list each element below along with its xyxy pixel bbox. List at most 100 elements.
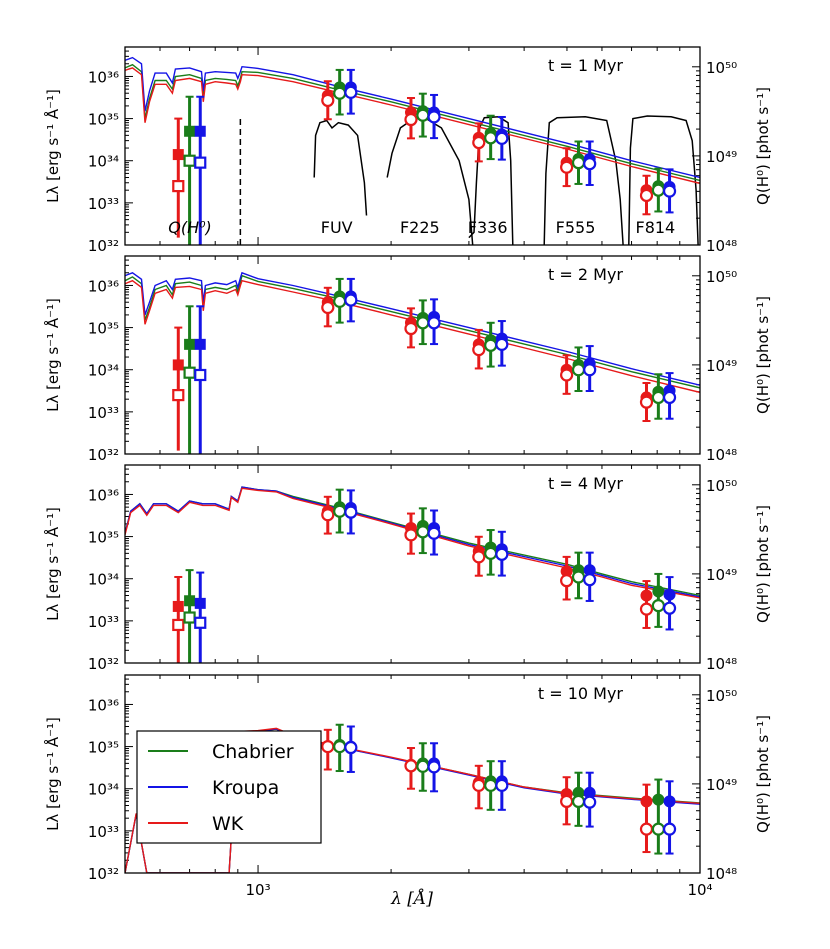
phot-point-filled-wk [640,795,653,808]
phot-point-open-kroupa [495,131,509,145]
legend-label-kroupa: Kroupa [212,777,279,799]
phot-point-open-kroupa [583,157,597,171]
phot-point-open-kroupa [344,293,358,307]
phot-point-open-kroupa [427,316,441,330]
phot-point-open-chabrier [651,599,665,613]
spectrum-wk [125,67,700,185]
q-tick-label: 10⁴⁹ [706,776,737,794]
q-marker-filled-chabrier [184,125,196,137]
phot-point-open-chabrier [333,739,347,754]
q-label: Q(H⁰) [168,218,212,237]
phot-point-open-kroupa [662,390,677,405]
q-tick-label: 10⁴⁹ [706,566,737,584]
phot-point-filled-chabrier [652,585,665,598]
q-marker-filled-wk [172,359,184,371]
plot-area [125,465,700,663]
panel-title: t = 2 Myr [548,265,623,284]
y-tick-label: 10³⁴ [88,153,119,171]
phot-point-open-wk [560,368,574,382]
phot-point-open-chabrier [571,363,586,377]
phot-point-open-kroupa [583,363,597,377]
phot-point-open-wk [639,602,654,616]
phot-point-open-kroupa [427,110,441,124]
phot-point-open-kroupa [583,795,597,809]
panel-frame [124,255,701,455]
filter-curve-f555 [543,116,624,245]
y-axis-label: Lλ [erg s⁻¹ Å⁻¹] [43,717,62,831]
q-tick-label: 10⁴⁹ [706,357,737,375]
filter-label-f225: F225 [400,218,440,237]
q-marker-open-kroupa [194,368,207,382]
phot-point-open-chabrier [416,759,430,773]
q-axis-label: Q(H⁰) [phot s⁻¹] [754,87,772,205]
phot-point-open-chabrier [416,525,430,539]
phot-point-open-kroupa [344,740,358,755]
filter-curve-fuv [313,119,368,216]
phot-point-open-chabrier [571,156,586,170]
y-tick-label: 10³² [88,655,119,673]
plot-area [125,256,700,454]
phot-point-open-chabrier [651,183,665,197]
q-marker-open-chabrier [183,154,196,167]
q-marker-open-kroupa [194,156,207,169]
phot-point-open-chabrier [333,294,347,308]
phot-point-open-chabrier [333,504,347,518]
phot-point-open-kroupa [662,822,677,836]
spectrum-kroupa [125,56,700,179]
y-tick-label: 10³⁴ [88,362,119,380]
panel-3: 10³² 10³³ 10³⁴ 10³⁵ 10³⁶ 10⁴⁸ 10⁴⁹ 10⁵⁰ Lλ [erg … [43,464,772,673]
x-tick-label: 10³ [245,881,270,899]
plot-content [125,56,700,245]
spectrum-kroupa [125,271,700,386]
panel-2: 10³² 10³³ 10³⁴ 10³⁵ 10³⁶ 10⁴⁸ 10⁴⁹ 10⁵⁰ Lλ [erg … [43,255,772,464]
y-tick-label: 10³⁵ [88,529,119,547]
q-marker-filled-chabrier [184,338,196,350]
y-tick-label: 10³⁶ [88,68,119,86]
q-axis-label: Q(H⁰) [phot s⁻¹] [754,715,772,833]
q-marker-filled-kroupa [194,597,206,609]
q-tick-label: 10⁴⁸ [706,865,737,883]
phot-point-open-wk [639,395,654,409]
phot-point-open-wk [404,321,418,336]
phot-point-open-kroupa [427,760,441,774]
phot-point-open-kroupa [495,337,509,351]
y-tick-label: 10³⁴ [88,571,119,589]
q-tick-label: 10⁴⁹ [706,148,737,166]
q-marker-open-wk [172,388,185,402]
panel-frame [124,674,701,874]
panel-1: 10³² 10³³ 10³⁴ 10³⁵ 10³⁶ 10⁴⁸ 10⁴⁹ 10⁵⁰ Lλ [erg … [43,46,772,255]
x-tick-label: 10⁴ [687,881,712,899]
phot-point-open-chabrier [484,778,498,792]
filter-label-f814: F814 [635,218,675,237]
phot-point-open-kroupa [662,601,677,615]
y-tick-label: 10³⁶ [88,696,119,714]
ticks [125,47,701,246]
spectrum-wk [125,279,700,394]
y-tick-label: 10³³ [88,404,119,422]
y-tick-label: 10³³ [88,195,119,213]
phot-point-open-kroupa [662,184,677,198]
plot-content [125,486,700,663]
y-tick-label: 10³³ [88,613,119,631]
filter-label-f336: F336 [468,218,508,237]
q-tick-label: 10⁴⁸ [706,446,737,464]
phot-point-filled-kroupa [663,588,676,601]
phot-point-open-wk [639,188,654,203]
q-marker-filled-kroupa [194,338,206,350]
q-tick-label: 10⁵⁰ [706,59,737,77]
q-marker-filled-kroupa [194,125,206,137]
y-tick-label: 10³⁵ [88,739,119,757]
plot-content [125,723,700,873]
panel-title: t = 4 Myr [548,474,623,493]
y-tick-label: 10³² [88,865,119,883]
y-tick-label: 10³⁵ [88,111,119,129]
phot-point-open-kroupa [344,85,358,99]
phot-point-open-wk [639,822,654,836]
filter-curve-f336 [468,116,514,245]
phot-point-open-chabrier [484,338,498,352]
y-tick-label: 10³² [88,237,119,255]
plot-content [125,271,700,454]
phot-point-open-kroupa [583,573,597,587]
y-axis-label: Lλ [erg s⁻¹ Å⁻¹] [43,298,62,412]
